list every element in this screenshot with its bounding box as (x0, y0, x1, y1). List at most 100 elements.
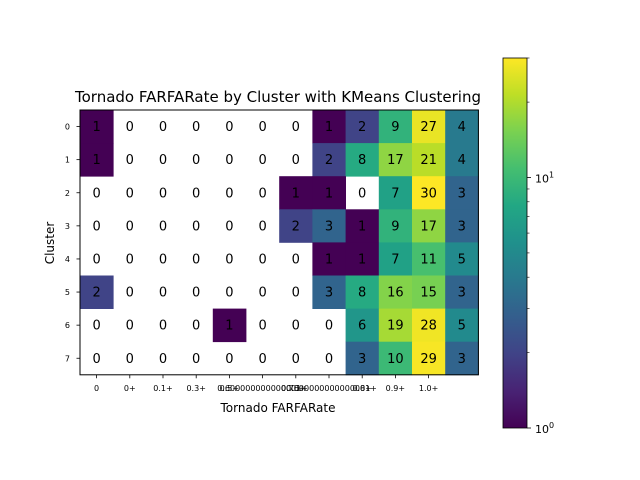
cell-value-label: 0 (126, 352, 134, 367)
heatmap-cell (412, 275, 446, 309)
x-tick-label: 0.7000000000000001+ (281, 384, 377, 393)
cell-value-label: 0 (292, 120, 300, 135)
cell-value-label: 9 (391, 219, 399, 234)
heatmap-cell (80, 275, 114, 309)
heatmap-cell (312, 275, 346, 309)
cell-value-label: 0 (292, 252, 300, 267)
cell-value-label: 3 (458, 219, 466, 234)
cell-value-label: 3 (458, 352, 466, 367)
heatmap-cell (279, 209, 313, 243)
cell-value-label: 0 (192, 319, 200, 334)
cell-value-label: 6 (358, 319, 366, 334)
cell-value-label: 9 (391, 120, 399, 135)
heatmap-cell (378, 110, 413, 144)
cell-value-label: 0 (192, 252, 200, 267)
x-tick-label: 0.5+ (220, 384, 239, 393)
colorbar-gradient (502, 57, 528, 429)
heatmap-cells: 1 0 0 0 0 0 0 1 2 9 27 41 0 0 0 0 0 0 2 8 17 21 40 0 0 0 0 0 1 1 0 7 30 3… (80, 110, 479, 376)
cell-value-label: 28 (420, 319, 437, 334)
cell-value-label: 2 (358, 120, 366, 135)
y-tick-label: 6 (65, 321, 70, 330)
cell-value-label: 0 (258, 186, 266, 201)
heatmap-cell (412, 341, 446, 376)
cell-value-label: 1 (358, 219, 366, 234)
cell-value-label: 3 (458, 286, 466, 301)
cell-value-label: 16 (387, 286, 404, 301)
y-tick-label: 4 (65, 255, 70, 264)
heatmap-cell (445, 143, 479, 177)
y-tick-label: 2 (65, 189, 70, 198)
y-tick-label: 7 (65, 354, 70, 363)
cell-value-label: 0 (92, 252, 100, 267)
heatmap-cell (412, 143, 446, 177)
cell-value-label: 0 (258, 286, 266, 301)
heatmap-cell (445, 176, 479, 210)
heatmap-cell (412, 176, 446, 210)
heatmap-cell (445, 341, 479, 376)
cell-value-label: 2 (92, 286, 100, 301)
cell-value-label: 0 (192, 186, 200, 201)
cell-value-label: 0 (92, 186, 100, 201)
x-axis-label: Tornado FARFARate (220, 401, 336, 415)
heatmap-cell (378, 209, 413, 243)
x-tick-label: 0.1+ (153, 384, 172, 393)
heatmap-cell (412, 242, 446, 276)
cell-value-label: 0 (126, 186, 134, 201)
y-axis-ticks: 0 1 2 3 4 5 6 7 (65, 123, 80, 363)
cell-value-label: 0 (159, 186, 167, 201)
cell-value-label: 0 (126, 219, 134, 234)
y-tick-label: 0 (65, 123, 70, 132)
cell-value-label: 0 (292, 153, 300, 168)
cell-value-label: 0 (225, 352, 233, 367)
heatmap-cell (345, 143, 380, 177)
cell-value-label: 0 (225, 186, 233, 201)
x-tick-label: 0.600000000000001+ (217, 384, 308, 393)
cell-value-label: 0 (292, 319, 300, 334)
cell-value-label: 5 (458, 319, 466, 334)
cell-value-label: 0 (258, 319, 266, 334)
cell-value-label: 0 (126, 252, 134, 267)
plot-frame (79, 109, 479, 376)
heatmap-cell (80, 143, 114, 177)
cell-value-label: 0 (192, 219, 200, 234)
cell-value-label: 17 (387, 153, 404, 168)
heatmap-cell (378, 275, 413, 309)
cell-value-label: 1 (225, 319, 233, 334)
cell-value-label: 0 (159, 319, 167, 334)
colorbar-tick-label: 101 (535, 171, 554, 186)
cell-value-label: 1 (92, 153, 100, 168)
cell-value-label: 0 (159, 120, 167, 135)
cell-value-label: 3 (458, 186, 466, 201)
heatmap-cell (80, 110, 114, 144)
heatmap-cell (412, 308, 446, 343)
heatmap-cell (445, 110, 479, 144)
cell-value-label: 0 (126, 120, 134, 135)
heatmap-cell (345, 209, 380, 243)
cell-value-label: 0 (159, 219, 167, 234)
cell-value-label: 3 (325, 286, 333, 301)
cell-value-label: 0 (192, 286, 200, 301)
x-tick-label: 0.8+ (352, 384, 371, 393)
cell-value-label: 0 (325, 352, 333, 367)
cell-value-label: 0 (192, 153, 200, 168)
heatmap-cell (445, 275, 479, 309)
cell-value-label: 1 (325, 186, 333, 201)
cell-value-label: 0 (225, 252, 233, 267)
cell-value-label: 30 (420, 186, 437, 201)
cell-value-label: 1 (325, 252, 333, 267)
heatmap-cell (345, 110, 380, 144)
cell-value-label: 0 (225, 286, 233, 301)
cell-value-label: 0 (126, 153, 134, 168)
heatmap-cell (312, 176, 346, 210)
cell-value-label: 0 (258, 352, 266, 367)
x-tick-label: 0.9+ (386, 384, 405, 393)
cell-value-label: 11 (420, 252, 437, 267)
cell-value-label: 1 (325, 120, 333, 135)
cell-value-label: 0 (258, 252, 266, 267)
heatmap-cell (445, 242, 479, 276)
cell-value-label: 0 (159, 153, 167, 168)
heatmap-cell (445, 308, 479, 343)
heatmap-cell (312, 209, 346, 243)
cell-value-label: 7 (391, 252, 399, 267)
cell-value-label: 0 (358, 186, 366, 201)
